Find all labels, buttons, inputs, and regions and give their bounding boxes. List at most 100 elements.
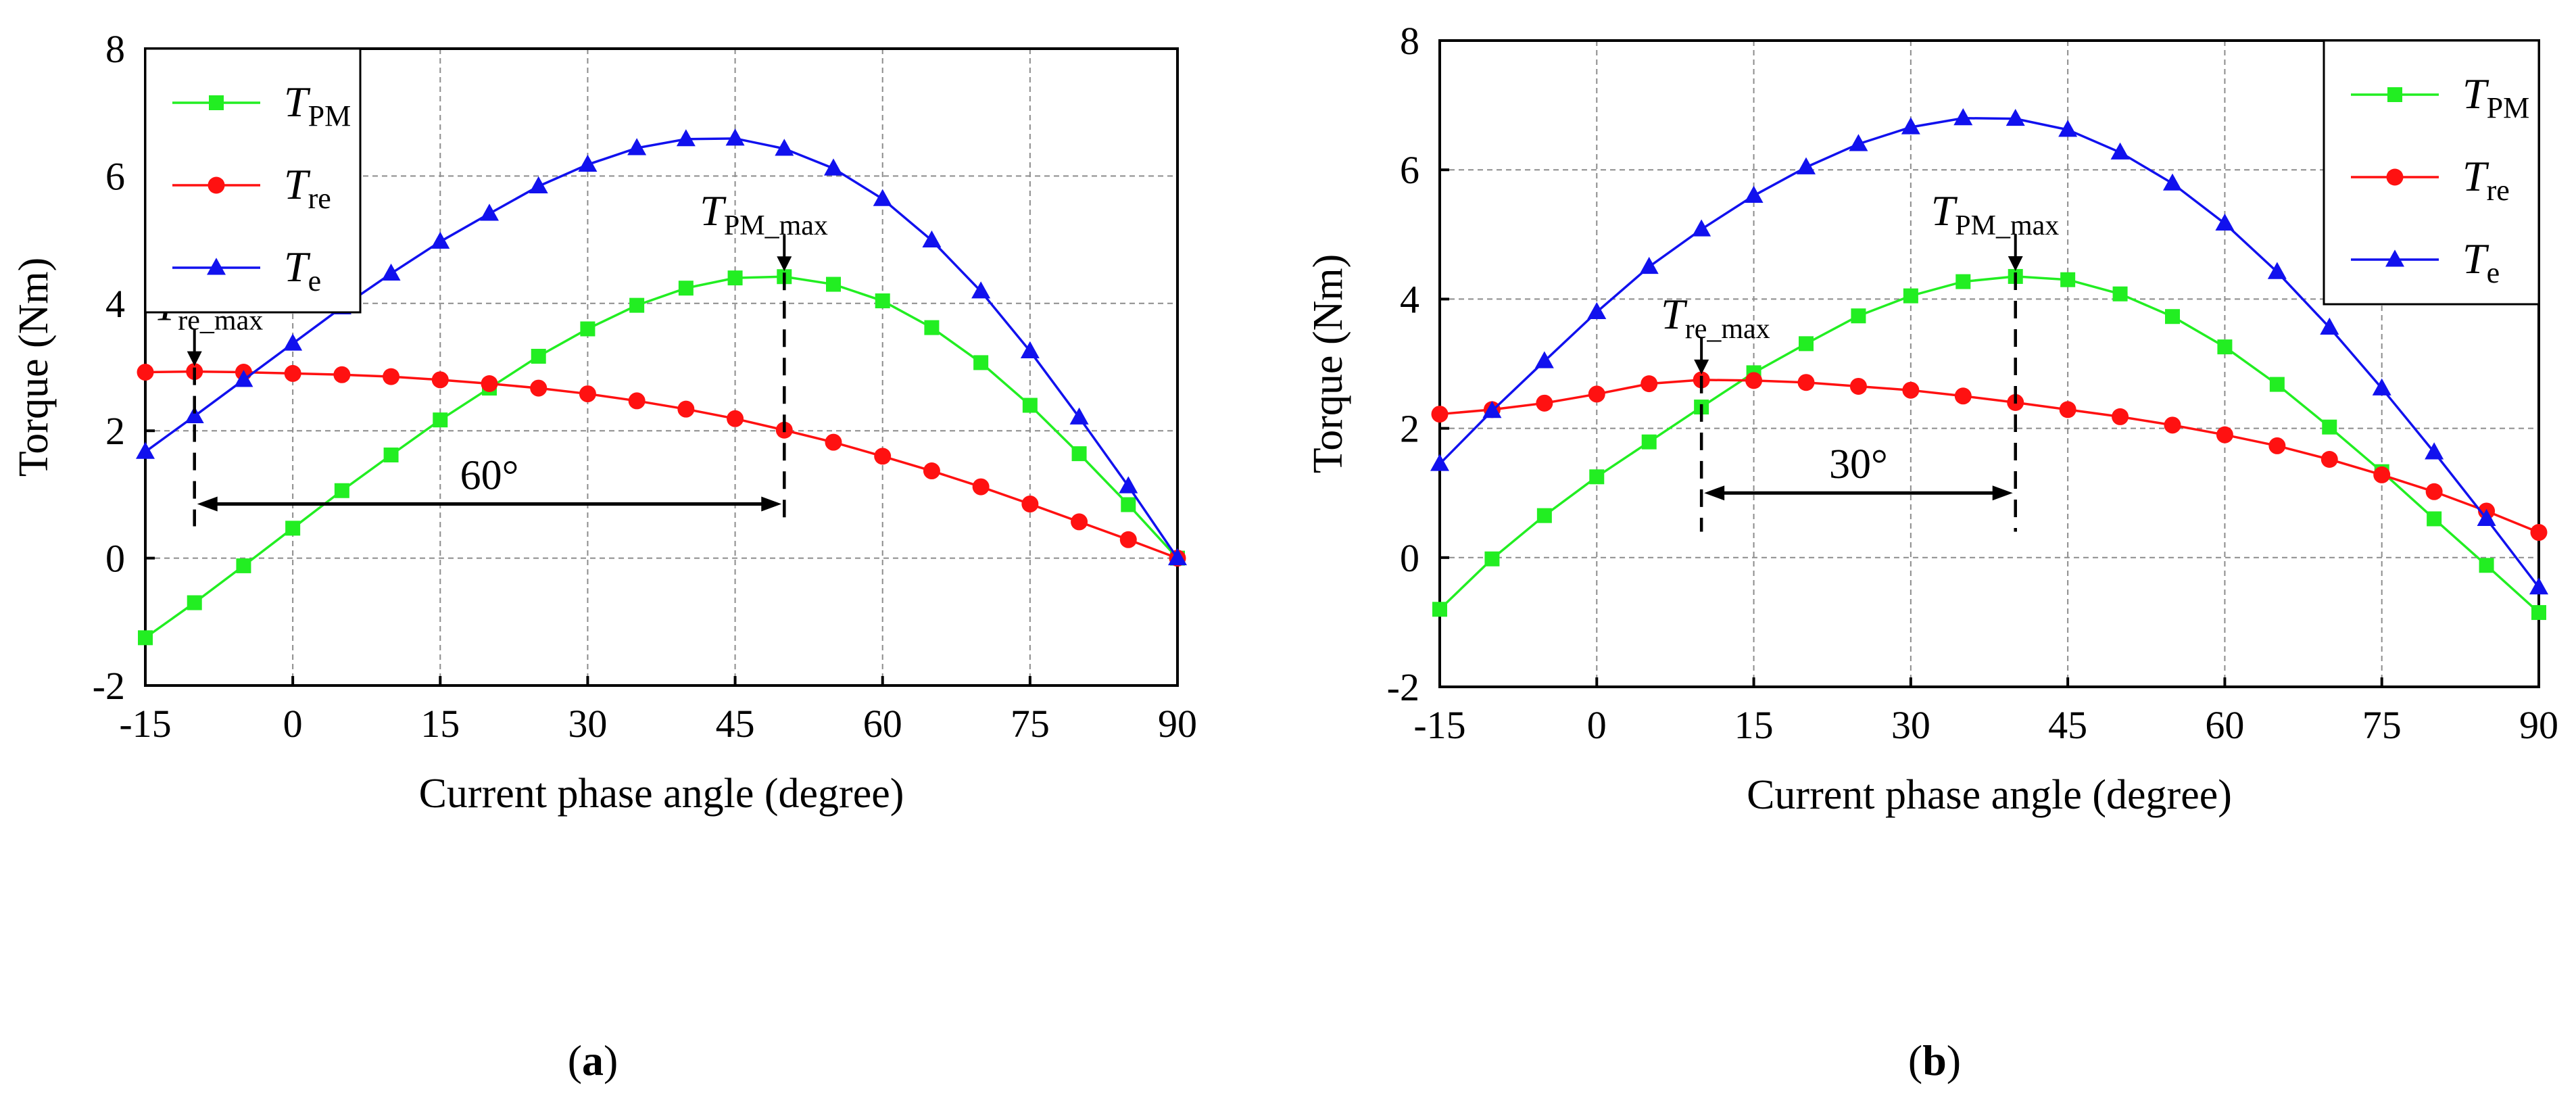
data-point-re bbox=[1849, 377, 1867, 395]
series-markers-pm bbox=[1432, 268, 2546, 621]
data-point-re bbox=[1119, 531, 1137, 548]
legend-label-re-sub: re bbox=[2487, 174, 2510, 207]
data-point-pm bbox=[1641, 434, 1657, 450]
annotation-label-tpm-sub: PM_max bbox=[1955, 210, 2059, 241]
data-point-re bbox=[284, 364, 301, 382]
data-point-re bbox=[2373, 466, 2391, 483]
y-tick-label: -2 bbox=[1387, 665, 1419, 709]
annotation-label-tpm-sub: PM_max bbox=[724, 210, 828, 241]
data-point-pm bbox=[727, 270, 743, 286]
legend-label-re-sub: re bbox=[308, 182, 331, 215]
data-point-e bbox=[1534, 351, 1554, 368]
x-tick-label: 15 bbox=[1734, 703, 1774, 747]
data-point-pm bbox=[2165, 309, 2180, 324]
annotation-label-tre-main: T bbox=[1661, 290, 1688, 338]
y-tick-label: 8 bbox=[105, 27, 125, 71]
data-point-pm bbox=[2112, 286, 2128, 302]
legend-label-pm-sub: PM bbox=[308, 99, 351, 133]
data-point-e bbox=[2267, 262, 2287, 279]
data-point-re bbox=[923, 462, 940, 480]
data-point-re bbox=[874, 448, 892, 465]
data-point-re bbox=[1431, 406, 1449, 423]
legend-marker-pm bbox=[2387, 87, 2402, 102]
data-point-e bbox=[1797, 157, 1816, 174]
data-point-e bbox=[676, 129, 696, 147]
data-point-e bbox=[1168, 548, 1187, 566]
data-point-re bbox=[1536, 394, 1553, 412]
data-point-pm bbox=[2479, 558, 2494, 573]
data-point-e bbox=[431, 231, 450, 249]
data-point-pm bbox=[1851, 308, 1866, 324]
data-point-e bbox=[1901, 117, 1920, 135]
legend-box bbox=[144, 47, 362, 314]
data-point-e bbox=[1744, 185, 1764, 203]
legend-marker-e bbox=[207, 258, 226, 275]
caption-open: ( bbox=[1908, 1036, 1922, 1084]
data-point-pm bbox=[138, 630, 153, 646]
x-axis-title: Current phase angle (degree) bbox=[419, 771, 904, 817]
data-point-e bbox=[2529, 577, 2548, 595]
data-point-pm bbox=[875, 293, 890, 309]
annotation-arrow-tpm bbox=[2008, 234, 2023, 271]
legend-label-e-main: T bbox=[284, 243, 311, 291]
data-point-pm bbox=[2322, 419, 2337, 435]
data-point-e bbox=[2425, 442, 2444, 460]
legend-marker-re bbox=[208, 176, 225, 194]
data-point-e bbox=[775, 139, 794, 156]
data-point-re bbox=[2268, 437, 2286, 454]
legend-label-re: Tre bbox=[284, 160, 331, 215]
data-point-pm bbox=[236, 558, 251, 573]
data-point-re bbox=[628, 392, 646, 410]
caption-close: ) bbox=[604, 1036, 618, 1084]
data-point-re bbox=[677, 400, 695, 418]
data-point-re bbox=[1797, 374, 1815, 391]
x-tick-label: -15 bbox=[119, 702, 171, 746]
data-point-re bbox=[2320, 450, 2338, 468]
data-point-re bbox=[431, 371, 449, 389]
data-point-e bbox=[627, 138, 647, 155]
data-point-re bbox=[333, 366, 351, 383]
data-point-pm bbox=[2531, 605, 2546, 621]
data-point-e bbox=[1587, 302, 1607, 320]
data-point-re bbox=[1071, 513, 1088, 531]
y-tick-label: 2 bbox=[1400, 407, 1419, 451]
span-label: 60° bbox=[460, 453, 519, 499]
y-tick-label: 6 bbox=[1400, 148, 1419, 192]
annotation-arrow-tre-head bbox=[187, 351, 202, 366]
x-tick-label: 15 bbox=[420, 702, 460, 746]
data-point-pm bbox=[285, 521, 301, 536]
data-point-pm bbox=[973, 355, 989, 370]
series-line-re bbox=[145, 370, 1178, 560]
legend-label-pm-main: T bbox=[2462, 70, 2489, 118]
x-axis: -15 0 15 30 45 60 75 90 bbox=[119, 676, 1197, 746]
data-point-re bbox=[2164, 416, 2181, 434]
y-tick-label: 8 bbox=[1400, 19, 1419, 63]
data-point-e bbox=[1020, 341, 1040, 358]
panel-b: -15 0 15 30 45 60 75 90 -2 0 2 4 6 8 Current phase ang… bbox=[1305, 19, 2558, 1084]
data-point-pm bbox=[531, 348, 546, 364]
data-point-pm bbox=[187, 595, 202, 610]
data-point-e bbox=[1430, 454, 1449, 471]
data-point-e bbox=[136, 441, 155, 459]
annotation-label-tpm-main: T bbox=[1931, 187, 1958, 235]
legend-box bbox=[2323, 39, 2540, 306]
data-point-re bbox=[1954, 387, 1972, 405]
data-point-e bbox=[2372, 378, 2391, 395]
panel-a: -15 0 15 30 45 60 75 90 -2 0 2 4 6 8 Current phase ang… bbox=[11, 27, 1197, 1084]
data-point-pm bbox=[629, 297, 645, 313]
y-tick-label: 4 bbox=[1400, 277, 1419, 321]
annotation-label-tpm: TPM_max bbox=[1931, 187, 2060, 241]
data-point-re bbox=[825, 433, 842, 451]
legend-marker-re bbox=[2386, 168, 2404, 186]
caption-open: ( bbox=[568, 1036, 582, 1084]
data-point-pm bbox=[2269, 377, 2285, 392]
legend-label-e-sub: e bbox=[2487, 256, 2500, 289]
y-tick-label: 0 bbox=[105, 537, 125, 581]
plot-frame bbox=[1438, 39, 2540, 688]
data-point-re bbox=[1021, 496, 1039, 513]
legend-label-e: Te bbox=[2462, 235, 2500, 289]
data-point-e bbox=[2058, 120, 2078, 137]
legend-label-e-sub: e bbox=[308, 264, 322, 297]
annotation-label-tre: Tre_max bbox=[1661, 290, 1770, 345]
